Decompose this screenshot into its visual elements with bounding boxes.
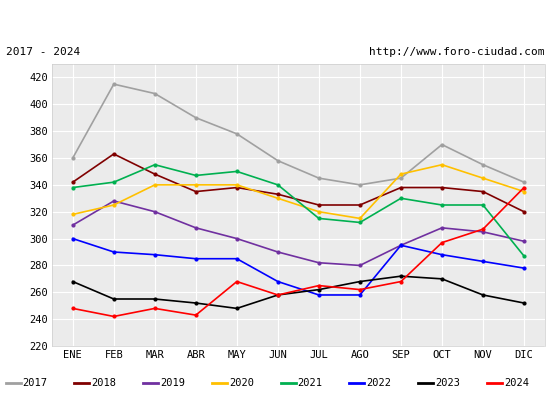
Text: 2017: 2017 (23, 378, 48, 388)
Text: 2024: 2024 (504, 378, 529, 388)
Text: 2022: 2022 (366, 378, 392, 388)
Text: 2021: 2021 (298, 378, 323, 388)
Text: 2019: 2019 (160, 378, 185, 388)
Text: http://www.foro-ciudad.com: http://www.foro-ciudad.com (369, 47, 544, 57)
Text: 2018: 2018 (91, 378, 117, 388)
Text: 2020: 2020 (229, 378, 254, 388)
Text: 2017 - 2024: 2017 - 2024 (6, 47, 80, 57)
Text: Evolucion del paro registrado en Hornachos: Evolucion del paro registrado en Hornach… (91, 14, 459, 28)
Text: 2023: 2023 (435, 378, 460, 388)
